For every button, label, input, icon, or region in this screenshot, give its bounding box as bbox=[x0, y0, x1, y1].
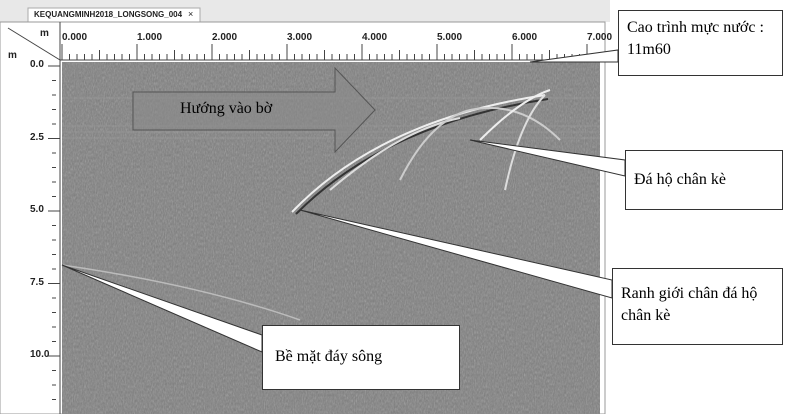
y-ruler-ticks bbox=[48, 65, 60, 400]
x-ruler-label: 1.000 bbox=[137, 32, 163, 43]
x-ruler-label: 0.000 bbox=[62, 32, 88, 43]
y-ruler-label: 10.0 bbox=[30, 349, 50, 360]
x-ruler-ticks bbox=[61, 44, 588, 60]
y-ruler-label: 5.0 bbox=[30, 204, 44, 215]
x-ruler-label: 6.000 bbox=[512, 32, 538, 43]
tab-title: KEQUANGMINH2018_LONGSONG_004 bbox=[34, 10, 183, 19]
x-ruler-label: 7.000 bbox=[587, 32, 613, 43]
x-ruler-label: 4.000 bbox=[362, 32, 388, 43]
direction-label: Hướng vào bờ bbox=[180, 100, 273, 117]
riverbed-note: Bề mặt đáy sông bbox=[262, 325, 460, 390]
x-ruler-label: 3.000 bbox=[287, 32, 313, 43]
x-ruler-label: 5.000 bbox=[437, 32, 463, 43]
rock-note: Đá hộ chân kè bbox=[625, 150, 783, 210]
direction-arrow bbox=[132, 66, 376, 154]
hyperbola-reflections bbox=[61, 89, 561, 321]
y-ruler-label: 0.0 bbox=[30, 59, 44, 70]
water-level-note: Cao trình mực nước : 11m60 bbox=[618, 10, 783, 76]
x-unit: m bbox=[40, 28, 49, 39]
y-ruler-label: 2.5 bbox=[30, 131, 44, 143]
x-ruler-label: 2.000 bbox=[212, 32, 238, 43]
y-unit: m bbox=[8, 50, 17, 61]
boundary-note: Ranh giới chân đá hộ chân kè bbox=[612, 268, 783, 345]
corner-line bbox=[7, 27, 61, 61]
y-ruler-label: 7.5 bbox=[30, 276, 44, 288]
tab-close[interactable]: × bbox=[188, 9, 194, 19]
